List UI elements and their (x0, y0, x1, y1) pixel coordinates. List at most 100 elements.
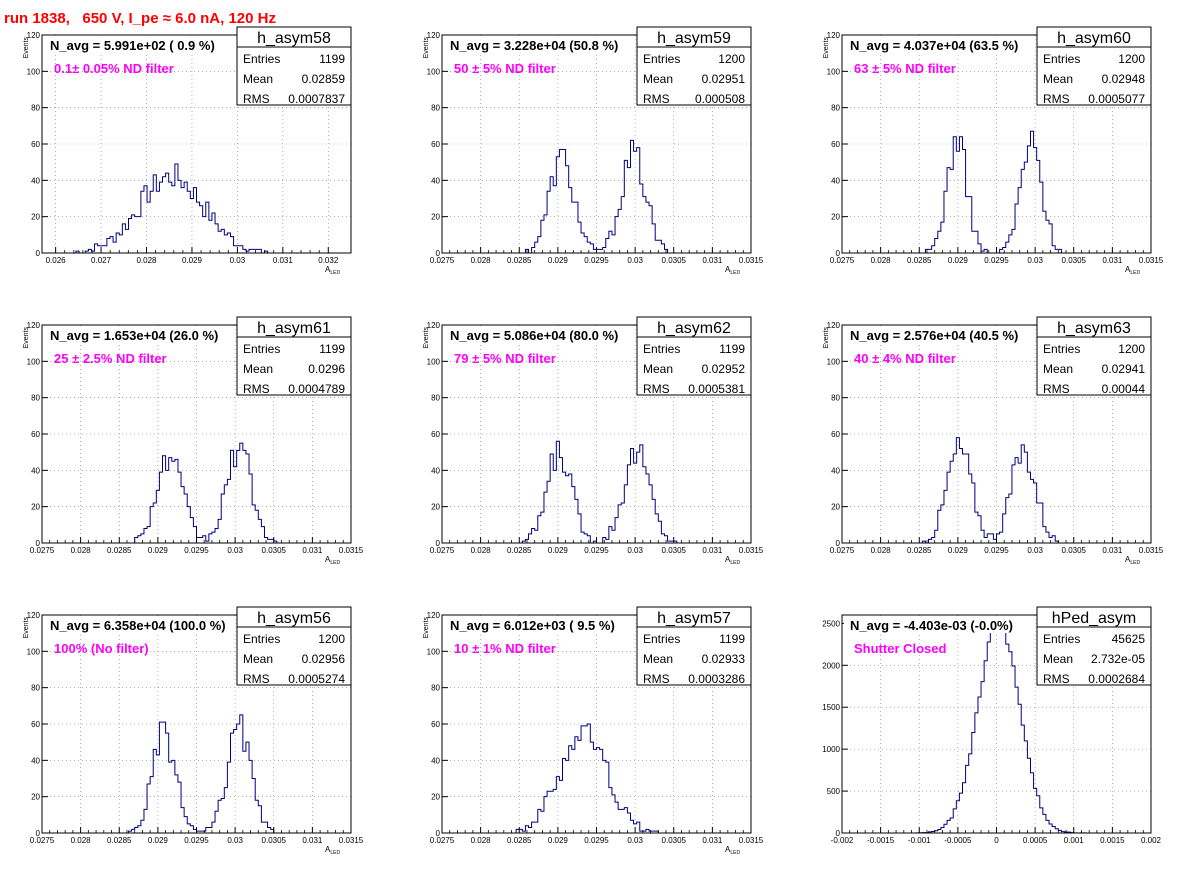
stats-label-mean: Mean (243, 72, 273, 86)
stats-box (236, 606, 352, 686)
histogram-name: h_asym60 (1057, 30, 1131, 47)
navg-background (444, 326, 635, 343)
y-tick-label: 120 (427, 321, 441, 330)
stats-box (236, 316, 352, 396)
y-tick-label: 100 (827, 357, 841, 366)
stats-value-entries: 1199 (319, 52, 345, 66)
histogram-name: h_asym63 (1057, 320, 1131, 337)
x-tick-label: 0.026 (46, 256, 67, 265)
x-tick-label: 0.0295 (984, 546, 1009, 555)
x-tick-label: 0.029 (182, 256, 203, 265)
filter-annotation: 40 ± 4% ND filter (854, 351, 956, 366)
y-tick-label: 500 (827, 787, 841, 796)
stats-box (236, 26, 352, 106)
navg-background (844, 616, 1035, 633)
stats-label-mean: Mean (243, 362, 273, 376)
stats-label-mean: Mean (643, 72, 673, 86)
y-tick-label: 60 (31, 430, 40, 439)
histogram-panel-h_asym59: 0.0275 0.028 0.0285 0.029 0.0295 0.03 0.0305 0.… (423, 26, 764, 276)
x-tick-label: 0.028 (71, 836, 92, 845)
stats-value-entries: 1200 (318, 632, 345, 646)
x-tick-label: 0.0305 (1062, 256, 1087, 265)
histogram-panel-hPed_asym: -0.002 -0.0015 -0.001 -0.0005 0 0.0005 0.001 0.… (822, 606, 1162, 845)
navg-label: N_avg = 2.576e+04 (40.5 %) (850, 328, 1018, 343)
x-tick-label: 0.0295 (184, 546, 209, 555)
x-tick-label: 0.0315 (1139, 256, 1164, 265)
x-tick-label: 0.031 (302, 836, 323, 845)
x-tick-label: 0.03 (1027, 546, 1043, 555)
y-tick-label: 80 (431, 394, 440, 403)
stats-label-mean: Mean (643, 362, 673, 376)
y-tick-label: 60 (431, 720, 440, 729)
stats-value-mean: 0.02859 (302, 72, 346, 86)
x-axis-title: ALED (325, 555, 340, 566)
histogram-panel-h_asym60: 0.0275 0.028 0.0285 0.029 0.0295 0.03 0.0305 0.… (823, 26, 1164, 276)
y-tick-label: 80 (831, 394, 840, 403)
histogram-panel-h_asym61: 0.0275 0.028 0.0285 0.029 0.0295 0.03 0.0305 0.… (23, 316, 364, 566)
stats-value-entries: 1200 (1118, 52, 1145, 66)
filter-annotation: 0.1± 0.05% ND filter (54, 61, 174, 76)
stats-box (636, 26, 752, 106)
y-tick-label: 20 (31, 503, 40, 512)
y-tick-label: 80 (831, 104, 840, 113)
stats-label-mean: Mean (1043, 362, 1073, 376)
stats-value-rms: 0.0004789 (288, 382, 345, 396)
stats-label-rms: RMS (1043, 92, 1070, 106)
navg-background (844, 326, 1035, 343)
y-tick-label: 40 (831, 176, 840, 185)
stats-label-rms: RMS (243, 92, 270, 106)
histogram-name: hPed_asym (1052, 610, 1137, 627)
y-tick-label: 0 (436, 249, 441, 258)
y-tick-label: 20 (831, 503, 840, 512)
histogram-name: h_asym61 (257, 320, 331, 337)
x-tick-label: 0.0315 (1139, 546, 1164, 555)
y-tick-label: 40 (431, 176, 440, 185)
x-tick-label: 0.001 (1064, 836, 1085, 845)
x-tick-label: 0.0295 (184, 836, 209, 845)
y-axis-title: Events (23, 327, 30, 349)
stats-label-entries: Entries (643, 342, 680, 356)
navg-label: N_avg = 3.228e+04 (50.8 %) (450, 38, 618, 53)
y-tick-label: 100 (427, 647, 441, 656)
stats-label-rms: RMS (643, 382, 670, 396)
navg-label: N_avg = 6.358e+04 (100.0 %) (50, 618, 226, 633)
x-tick-label: 0.0295 (584, 546, 609, 555)
y-tick-label: 80 (31, 394, 40, 403)
navg-label: N_avg = 5.086e+04 (80.0 %) (450, 328, 618, 343)
x-tick-label: 0.03 (1027, 256, 1043, 265)
navg-background (444, 36, 635, 53)
x-tick-label: 0.028 (871, 546, 892, 555)
stats-box (1036, 606, 1152, 686)
navg-background (44, 36, 235, 53)
stats-box (636, 606, 752, 686)
y-tick-label: 60 (431, 430, 440, 439)
stats-value-mean: 0.02933 (702, 652, 746, 666)
histogram-name: h_asym57 (657, 610, 731, 627)
y-tick-label: 120 (27, 321, 41, 330)
y-tick-label: 60 (831, 140, 840, 149)
filter-annotation: 63 ± 5% ND filter (854, 61, 956, 76)
x-tick-label: 0.0305 (662, 256, 687, 265)
y-tick-label: 0 (36, 249, 41, 258)
x-tick-label: 0.03 (227, 836, 243, 845)
x-tick-label: 0.029 (548, 546, 569, 555)
stats-value-rms: 0.0003286 (688, 672, 745, 686)
x-tick-label: -0.001 (908, 836, 931, 845)
stats-value-mean: 0.02941 (1102, 362, 1146, 376)
x-tick-label: 0.029 (548, 256, 569, 265)
stats-label-mean: Mean (643, 652, 673, 666)
run-title: run 1838, 650 V, I_pe ≈ 6.0 nA, 120 Hz (4, 10, 276, 27)
y-tick-label: 100 (827, 67, 841, 76)
stats-label-entries: Entries (243, 342, 280, 356)
x-tick-label: 0.028 (471, 256, 492, 265)
histogram-name: h_asym58 (257, 30, 331, 47)
stats-value-rms: 0.0005381 (688, 382, 745, 396)
stats-value-rms: 0.000508 (695, 92, 745, 106)
x-tick-label: 0.031 (1102, 256, 1123, 265)
y-tick-label: 80 (31, 684, 40, 693)
y-axis-title: Events (423, 617, 430, 639)
y-tick-label: 40 (31, 466, 40, 475)
x-tick-label: 0.0285 (107, 546, 132, 555)
x-axis-title: ALED (325, 845, 340, 856)
navg-label: N_avg = 6.012e+03 ( 9.5 %) (450, 618, 615, 633)
